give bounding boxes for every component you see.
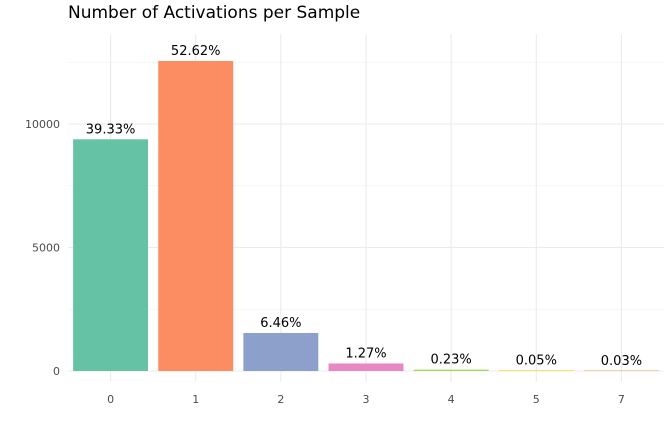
x-tick-label: 7 [618,393,625,406]
grid-lines [68,34,664,382]
bar-0 [73,139,149,371]
data-label-1: 52.62% [171,44,221,59]
data-label-4: 0.23% [430,353,471,368]
chart-title: Number of Activations per Sample [68,3,361,23]
y-tick-label: 10000 [25,118,60,131]
bar-7 [583,370,659,371]
data-labels: 39.33% 52.62% 6.46% 1.27% 0.23% 0.05% 0.03% [86,44,642,369]
x-tick-label: 2 [277,393,284,406]
y-tick-label: 0 [53,365,60,378]
x-tick-label: 3 [363,393,370,406]
bars [73,61,659,371]
x-tick-label: 5 [533,393,540,406]
bar-5 [498,370,574,371]
x-tick-label: 0 [107,393,114,406]
axis-ticks: 0 5000 10000 0 1 2 3 4 5 7 [25,118,625,406]
data-label-7: 0.03% [601,354,642,369]
bar-1 [158,61,234,371]
data-label-3: 1.27% [345,346,386,361]
x-tick-label: 4 [448,393,455,406]
data-label-2: 6.46% [260,316,301,331]
data-label-0: 39.33% [86,122,136,137]
bar-2 [243,332,319,371]
x-tick-label: 1 [192,393,199,406]
bar-4 [413,369,489,371]
y-tick-label: 5000 [32,242,60,255]
data-label-5: 0.05% [516,354,557,369]
bar-3 [328,363,404,371]
